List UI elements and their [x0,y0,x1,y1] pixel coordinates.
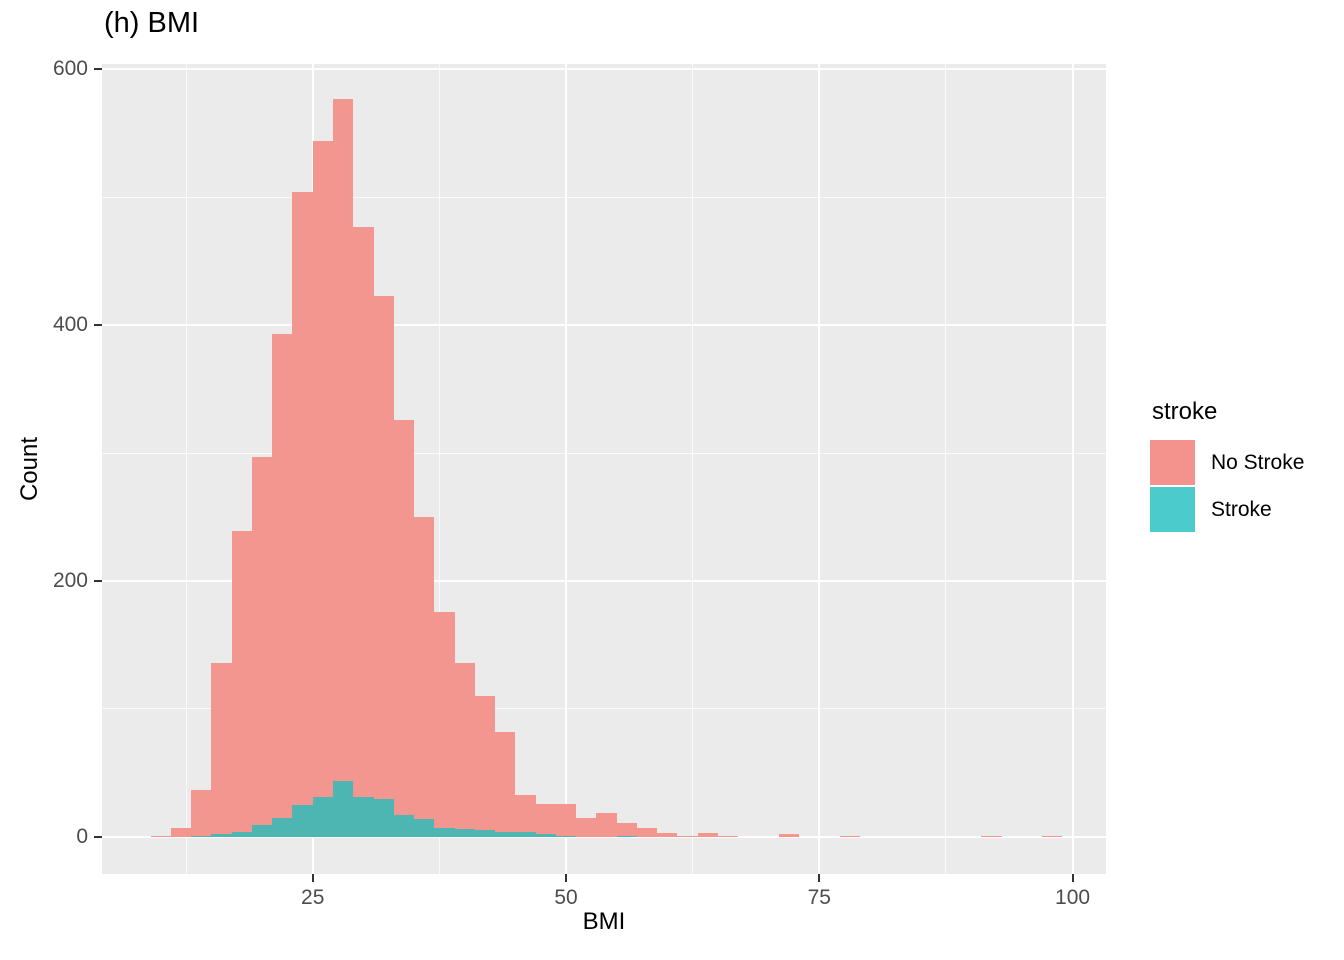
histogram-bar-no-stroke [515,794,536,832]
x-tick-mark [565,874,567,882]
x-tick-mark [1071,874,1074,882]
histogram-bar-stroke [272,817,293,837]
histogram-bar-stroke [515,831,536,837]
histogram-bar-no-stroke [454,662,475,830]
histogram-bar-no-stroke [191,789,212,836]
x-tick-mark [818,874,821,882]
y-tick-mark [94,324,102,327]
y-axis-title: Count [16,436,43,502]
legend-key-no-stroke: No Stroke [1150,440,1304,485]
histogram-bar-stroke [292,804,313,837]
histogram-bar-no-stroke [332,98,354,781]
histogram-bar-stroke [211,834,232,837]
histogram-bar-stroke [474,830,496,837]
histogram-bar-no-stroke [211,662,232,835]
histogram-bar-no-stroke [150,835,171,837]
histogram-bar-no-stroke [474,696,496,831]
histogram-bar-no-stroke [657,833,678,837]
histogram-bar-no-stroke [231,531,252,832]
x-gridline-minor [945,64,947,874]
histogram-bar-stroke [434,827,455,837]
histogram-bar-no-stroke [170,827,192,837]
histogram-bar-no-stroke [1042,835,1063,837]
histogram-bar-no-stroke [312,140,333,798]
histogram-bar-stroke [251,825,273,837]
y-tick-mark [94,835,102,838]
legend-label-no-stroke: No Stroke [1211,450,1305,474]
histogram-bar-no-stroke [596,812,617,837]
x-tick-label: 50 [554,886,578,909]
histogram-bar-no-stroke [292,191,313,805]
x-gridline-major [565,64,567,874]
y-tick-label: 600 [52,57,88,81]
histogram-bar-stroke [332,780,354,837]
y-gridline-major [102,324,1106,327]
histogram-bar-no-stroke [616,822,637,836]
histogram-bar-no-stroke [677,835,698,837]
x-tick-label: 75 [807,886,831,909]
y-tick-label: 400 [52,313,88,337]
histogram-bar-stroke [191,835,212,837]
histogram-bar-no-stroke [353,226,374,798]
histogram-bar-stroke [373,798,394,837]
histogram-bar-stroke [616,835,637,837]
legend-label-stroke: Stroke [1211,497,1272,521]
histogram-bar-stroke [312,797,333,837]
histogram-bar-no-stroke [414,516,435,819]
histogram-bar-no-stroke [535,803,556,835]
histogram-bar-stroke [231,831,252,837]
y-gridline-minor [102,452,1106,454]
x-gridline-major [1071,64,1074,874]
histogram-bar-stroke [353,797,374,837]
x-tick-mark [311,874,314,882]
y-tick-label: 200 [52,568,88,592]
histogram-bar-no-stroke [636,827,658,837]
y-gridline-minor [102,708,1106,710]
histogram-bar-stroke [535,834,556,837]
histogram-bar-stroke [555,835,577,837]
histogram-bar-no-stroke [272,334,293,818]
y-gridline-major [102,835,1106,838]
plot-panel [102,64,1106,874]
x-gridline-minor [692,64,694,874]
histogram-bar-no-stroke [555,803,577,836]
histogram-bar-no-stroke [434,611,455,828]
x-gridline-minor [438,64,440,874]
legend: stroke No Stroke Stroke [1150,398,1304,534]
y-tick-mark [94,68,102,71]
histogram-bar-no-stroke [778,834,799,837]
x-gridline-minor [185,64,187,874]
histogram-bar-stroke [393,815,415,837]
y-gridline-major [102,579,1106,582]
histogram-bar-no-stroke [495,731,516,832]
histogram-bar-stroke [414,818,435,837]
x-gridline-major [818,64,821,874]
legend-key-stroke: Stroke [1150,487,1304,532]
plot-title: (h) BMI [104,7,200,39]
histogram-bar-no-stroke [373,295,394,799]
x-axis-title: BMI [582,908,626,935]
x-tick-label: 25 [301,886,325,909]
histogram-bar-no-stroke [393,419,415,816]
histogram-bar-no-stroke [981,835,1002,837]
histogram-bar-no-stroke [839,835,860,837]
histogram-bar-no-stroke [717,835,739,837]
histogram-bar-no-stroke [697,833,718,837]
y-tick-mark [94,579,102,582]
legend-swatch-no-stroke-icon [1150,440,1195,485]
histogram-bar-no-stroke [576,817,597,837]
y-gridline-minor [102,196,1106,198]
histogram-bar-stroke [454,829,475,837]
legend-title: stroke [1152,398,1218,425]
legend-swatch-stroke-icon [1150,487,1195,532]
x-tick-label: 100 [1055,886,1091,909]
y-gridline-major [102,68,1106,71]
histogram-bar-stroke [495,831,516,837]
y-tick-label: 0 [76,824,88,848]
histogram-bar-no-stroke [251,456,273,826]
